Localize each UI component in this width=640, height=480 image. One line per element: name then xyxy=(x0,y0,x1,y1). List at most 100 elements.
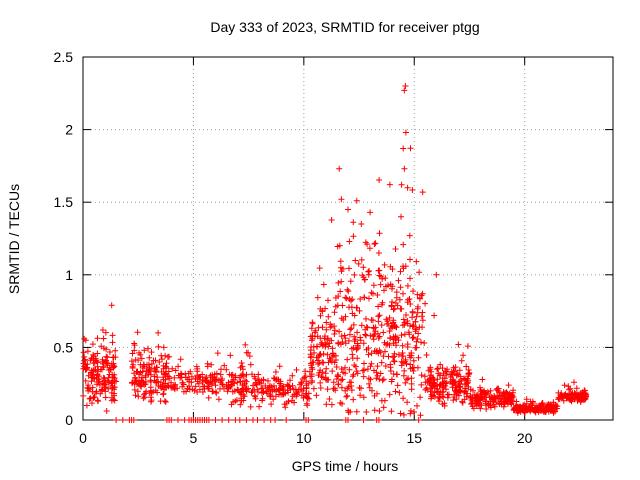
data-point xyxy=(192,376,199,383)
data-point xyxy=(93,388,100,395)
data-point xyxy=(561,382,568,389)
data-point xyxy=(255,377,262,383)
data-point xyxy=(423,385,430,392)
data-point xyxy=(215,377,222,384)
data-point xyxy=(457,373,464,380)
data-point xyxy=(375,250,382,256)
data-point xyxy=(211,376,218,383)
data-point xyxy=(337,258,344,265)
data-point xyxy=(318,373,325,380)
data-point xyxy=(84,361,91,368)
data-point xyxy=(247,361,254,368)
data-point xyxy=(375,313,382,320)
data-point xyxy=(88,355,95,362)
data-point xyxy=(418,372,425,379)
data-point xyxy=(342,340,349,347)
data-point xyxy=(91,394,98,400)
data-point xyxy=(529,406,536,413)
data-point xyxy=(112,347,119,354)
data-point xyxy=(89,341,96,348)
data-point xyxy=(326,355,333,362)
data-point xyxy=(159,383,166,390)
data-point xyxy=(305,417,312,423)
data-point xyxy=(109,339,116,346)
data-point xyxy=(226,371,233,378)
data-point xyxy=(392,388,399,395)
data-point xyxy=(156,359,163,365)
data-point xyxy=(323,319,330,326)
data-point xyxy=(402,129,409,136)
data-point xyxy=(186,386,193,393)
data-point xyxy=(537,407,544,414)
data-point xyxy=(322,375,329,382)
data-point xyxy=(160,376,167,383)
data-point xyxy=(313,392,320,399)
data-point xyxy=(368,360,375,367)
data-point xyxy=(396,296,403,303)
data-point xyxy=(316,359,323,366)
data-point xyxy=(410,288,416,295)
data-point xyxy=(366,380,372,387)
data-point xyxy=(400,265,407,272)
data-point xyxy=(435,395,442,401)
data-point xyxy=(340,317,347,323)
data-point xyxy=(302,373,309,380)
data-point xyxy=(345,288,352,295)
data-point xyxy=(416,324,423,331)
data-point xyxy=(272,417,279,423)
data-point xyxy=(130,361,137,368)
data-point xyxy=(536,402,543,409)
data-point xyxy=(404,184,411,191)
data-point xyxy=(433,271,440,278)
data-point xyxy=(387,335,394,342)
data-point xyxy=(335,279,342,286)
data-point xyxy=(463,380,470,387)
data-point xyxy=(581,387,588,394)
data-point xyxy=(400,353,407,360)
data-point xyxy=(98,386,105,393)
data-point xyxy=(218,366,224,373)
data-point xyxy=(376,376,383,383)
data-point xyxy=(204,363,211,370)
data-point xyxy=(325,297,331,304)
data-point xyxy=(317,312,324,319)
data-point xyxy=(234,379,241,386)
data-point xyxy=(418,381,425,388)
data-point xyxy=(319,359,326,366)
data-point xyxy=(455,341,462,348)
data-point xyxy=(366,245,373,252)
data-point xyxy=(252,375,259,382)
data-point xyxy=(430,376,437,383)
data-point xyxy=(237,401,244,408)
data-point xyxy=(339,339,346,345)
data-point xyxy=(317,351,324,358)
data-point xyxy=(393,294,400,301)
data-point xyxy=(351,362,358,369)
data-point xyxy=(93,358,100,365)
data-point xyxy=(319,374,326,381)
data-point xyxy=(332,387,339,394)
data-point xyxy=(378,322,385,329)
data-point xyxy=(110,396,117,403)
data-point xyxy=(101,377,108,384)
data-point xyxy=(256,403,263,410)
data-point xyxy=(283,417,290,423)
data-point xyxy=(161,398,168,404)
data-point xyxy=(430,392,436,399)
data-point xyxy=(131,342,138,349)
data-point xyxy=(270,375,277,382)
data-point xyxy=(267,392,274,399)
data-point xyxy=(436,398,442,405)
data-point xyxy=(214,350,221,357)
data-point xyxy=(387,361,394,368)
data-point xyxy=(440,388,447,395)
data-point xyxy=(396,389,403,396)
data-point xyxy=(343,295,350,302)
data-point xyxy=(317,305,324,312)
data-point xyxy=(346,238,353,245)
chart-title: Day 333 of 2023, SRMTID for receiver ptg… xyxy=(210,19,479,35)
data-point xyxy=(521,408,528,415)
data-point xyxy=(363,315,369,322)
data-point xyxy=(335,381,342,388)
data-point xyxy=(477,405,484,412)
